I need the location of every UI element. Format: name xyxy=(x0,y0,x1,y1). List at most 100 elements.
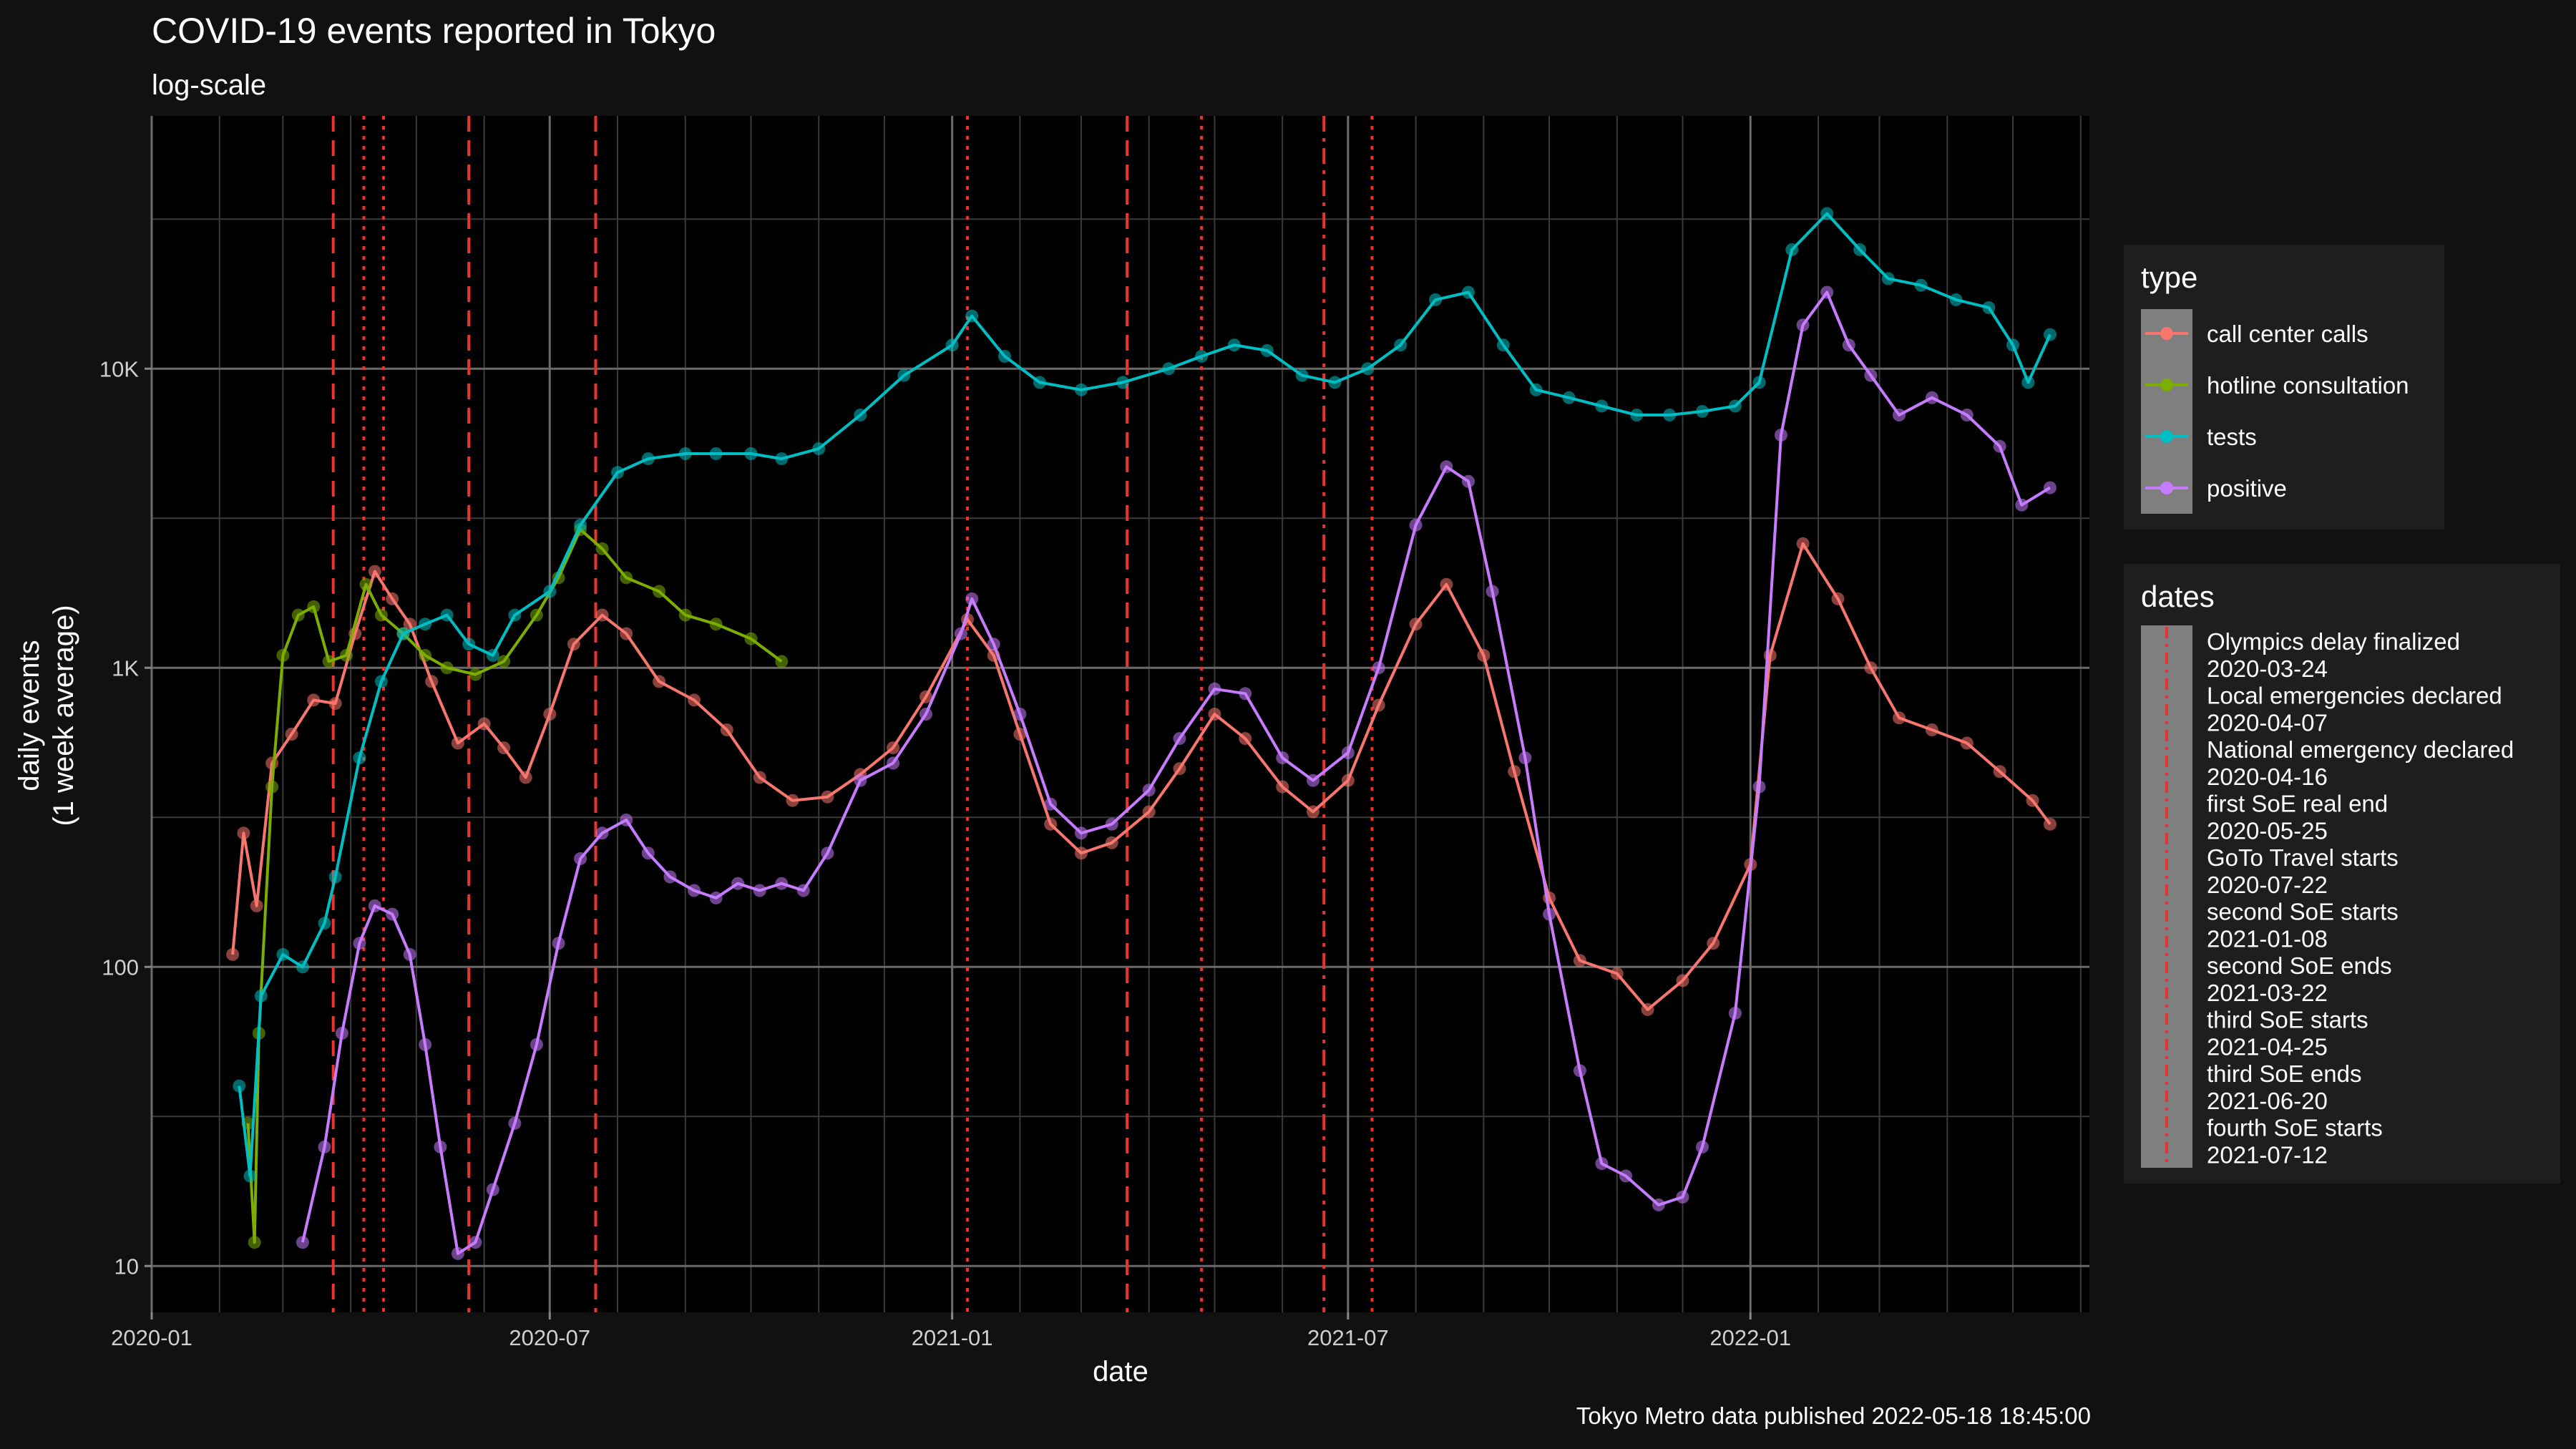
data-point xyxy=(1429,293,1443,306)
x-tick-label: 2021-01 xyxy=(912,1325,993,1350)
data-point xyxy=(276,947,290,961)
event-lines xyxy=(331,116,1374,1312)
data-point xyxy=(1728,399,1742,413)
data-point xyxy=(1842,338,1855,352)
dates-legend-items: Olympics delay finalized2020-03-24Local … xyxy=(2207,628,2514,1169)
type-legend-label: tests xyxy=(2207,424,2257,450)
data-point xyxy=(641,847,655,860)
data-point xyxy=(328,697,342,711)
data-point xyxy=(1893,711,1906,725)
data-point xyxy=(296,960,309,974)
dates-legend-label: National emergency declared xyxy=(2207,736,2514,763)
data-point xyxy=(641,452,655,466)
data-point xyxy=(1307,774,1319,787)
data-point xyxy=(744,632,758,645)
data-point xyxy=(1013,708,1027,721)
data-point xyxy=(709,447,723,460)
data-point xyxy=(854,774,867,787)
data-point xyxy=(574,518,587,532)
data-point xyxy=(1485,585,1499,598)
data-point xyxy=(1610,967,1624,980)
data-point xyxy=(919,708,932,721)
data-point xyxy=(440,608,454,622)
data-point xyxy=(1893,409,1906,421)
chart-subtitle: log-scale xyxy=(152,69,266,101)
dates-legend-box xyxy=(2124,564,2560,1184)
data-point xyxy=(653,585,666,598)
data-point xyxy=(318,1140,331,1153)
dates-legend-label: first SoE real end xyxy=(2207,791,2388,817)
data-point xyxy=(1372,698,1385,712)
data-point xyxy=(451,736,464,750)
data-point xyxy=(1820,286,1834,299)
data-point xyxy=(709,618,723,631)
data-point xyxy=(434,1140,447,1153)
data-point xyxy=(265,780,279,794)
data-point xyxy=(508,608,522,622)
data-point xyxy=(440,661,454,675)
data-point xyxy=(775,655,789,668)
data-point xyxy=(1595,1157,1609,1171)
data-point xyxy=(663,870,677,884)
dates-legend-label: second SoE starts xyxy=(2207,899,2399,925)
data-point xyxy=(318,917,331,930)
data-point xyxy=(731,877,745,890)
data-point xyxy=(1543,907,1556,921)
data-point xyxy=(688,884,701,897)
type-legend-key-point xyxy=(2160,482,2173,494)
data-point xyxy=(368,899,381,912)
dates-legend-date: 2020-05-25 xyxy=(2207,818,2328,844)
data-point xyxy=(709,891,723,904)
data-point xyxy=(285,728,298,741)
data-point xyxy=(1619,1169,1632,1183)
data-point xyxy=(359,577,373,591)
data-point xyxy=(1328,376,1342,389)
data-point xyxy=(353,937,366,950)
data-point xyxy=(1820,207,1834,220)
data-point xyxy=(374,608,388,622)
data-point xyxy=(1696,404,1709,418)
data-point xyxy=(1142,784,1156,797)
data-point xyxy=(821,847,834,860)
data-point xyxy=(1676,974,1689,987)
data-point xyxy=(1462,474,1475,488)
data-point xyxy=(1044,817,1058,831)
data-point xyxy=(386,592,399,605)
data-point xyxy=(328,870,342,884)
dates-legend-label: third SoE ends xyxy=(2207,1060,2361,1087)
data-point xyxy=(497,655,511,668)
x-tick-label: 2020-01 xyxy=(111,1325,192,1350)
data-point xyxy=(1752,780,1766,794)
data-point xyxy=(226,947,240,961)
data-point xyxy=(1496,338,1510,352)
data-point xyxy=(1796,537,1810,550)
data-point xyxy=(595,826,609,840)
data-point xyxy=(775,452,789,466)
data-point xyxy=(1763,648,1777,662)
data-point xyxy=(265,756,279,770)
data-point xyxy=(954,627,967,640)
data-point xyxy=(1409,618,1423,631)
data-point xyxy=(1949,293,1963,306)
y-tick-labels: 10 100 1K 10K xyxy=(99,356,152,1279)
dates-legend-date: 2021-03-22 xyxy=(2207,980,2328,1006)
data-point xyxy=(1341,746,1355,759)
data-point xyxy=(812,442,826,456)
dates-legend-date: 2020-04-16 xyxy=(2207,763,2328,790)
type-legend-key-point xyxy=(2160,379,2173,391)
dates-legend-label: second SoE ends xyxy=(2207,952,2392,979)
data-point xyxy=(477,717,491,731)
data-point xyxy=(243,1169,257,1183)
data-point xyxy=(451,1246,464,1260)
data-point xyxy=(486,1183,499,1196)
dates-legend-date: 2020-04-07 xyxy=(2207,710,2328,736)
data-point xyxy=(543,708,557,721)
data-point xyxy=(1208,682,1221,696)
data-point xyxy=(574,852,587,865)
data-point xyxy=(1831,592,1845,605)
series-line xyxy=(301,291,2051,1255)
data-point xyxy=(552,937,565,950)
data-point xyxy=(543,585,557,598)
data-point xyxy=(887,741,900,755)
data-point xyxy=(419,1038,432,1051)
